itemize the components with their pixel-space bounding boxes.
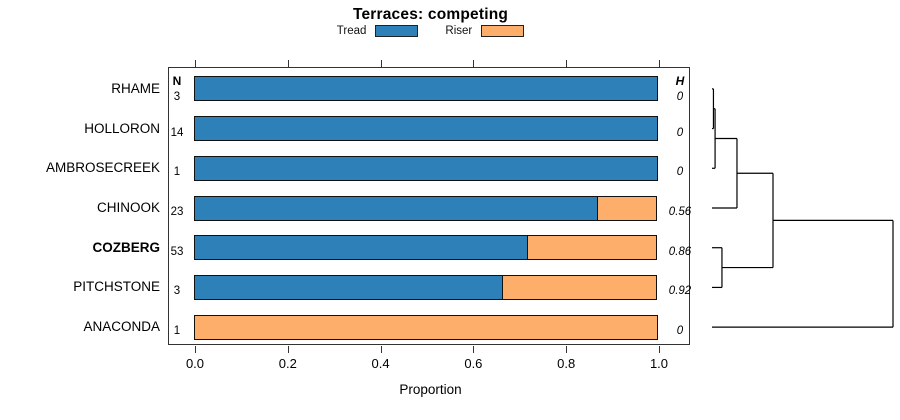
bar-row: [194, 116, 658, 142]
h-value: 0: [676, 90, 684, 103]
y-axis-label: PITCHSTONE: [73, 279, 160, 295]
legend-label-tread: Tread: [336, 25, 367, 37]
chart-title: Terraces: competing: [352, 6, 509, 23]
bar-segment-riser: [194, 314, 658, 340]
h-value: 0: [676, 325, 684, 338]
bar-segment-tread: [194, 274, 504, 300]
legend-item-tread: Tread: [337, 25, 419, 37]
bar-segment-tread: [194, 76, 658, 102]
bar-segment-tread: [194, 195, 598, 221]
n-value: 14: [170, 126, 184, 139]
n-column-header: N: [172, 73, 182, 88]
x-tick-top: [380, 60, 382, 67]
bar-row: [194, 274, 658, 300]
legend-label-riser: Riser: [445, 25, 473, 37]
x-tick-label: 1.0: [649, 356, 669, 371]
n-value: 3: [173, 285, 181, 298]
x-tick-bottom: [659, 346, 660, 353]
h-value: 0.56: [668, 206, 692, 218]
x-tick-label: 0.8: [557, 356, 576, 371]
legend-swatch-tread: [375, 25, 419, 37]
x-tick-label: 0.0: [185, 356, 205, 371]
bar-segment-tread: [194, 235, 529, 261]
x-tick-bottom: [473, 346, 475, 353]
h-column-header: H: [675, 73, 685, 88]
y-axis-label: HOLLORON: [84, 120, 160, 136]
bar-segment-tread: [194, 116, 658, 142]
y-axis-label: AMBROSECREEK: [45, 160, 160, 176]
x-tick-top: [566, 60, 568, 67]
x-tick-label: 0.4: [371, 356, 390, 371]
n-value: 3: [173, 90, 181, 103]
bar-segment-tread: [194, 155, 658, 181]
h-value: 0.86: [668, 245, 692, 258]
bar-row: [194, 235, 658, 261]
h-value: 0: [676, 166, 684, 179]
x-tick-label: 0.2: [278, 356, 297, 371]
n-value: 1: [173, 166, 181, 179]
h-value: 0.92: [668, 285, 692, 298]
legend-item-riser: Riser: [445, 25, 525, 37]
bar-segment-riser: [527, 235, 657, 261]
bar-segment-riser: [596, 195, 657, 221]
x-tick-bottom: [195, 346, 196, 353]
bar-segment-riser: [502, 274, 657, 300]
x-tick-bottom: [287, 346, 289, 353]
y-axis-label: COZBERG: [92, 239, 161, 255]
n-value: 53: [170, 245, 184, 258]
x-tick-bottom: [380, 346, 382, 353]
x-tick-label: 0.6: [464, 356, 483, 371]
x-tick-top: [287, 60, 289, 67]
x-tick-bottom: [566, 346, 568, 353]
bar-row: [194, 314, 658, 340]
bar-row: [194, 76, 658, 102]
n-value: 1: [173, 325, 181, 338]
plot-area-frame: [168, 67, 690, 345]
y-axis-label: CHINOOK: [96, 200, 160, 215]
x-axis-title: Proportion: [399, 382, 462, 397]
n-value: 23: [170, 206, 184, 218]
legend-swatch-riser: [481, 25, 525, 37]
y-axis-label: ANACONDA: [83, 319, 160, 335]
y-axis-label: RHAME: [111, 80, 160, 96]
x-tick-top: [659, 60, 660, 67]
bar-row: [194, 155, 658, 181]
x-tick-top: [195, 60, 196, 67]
x-tick-top: [473, 60, 475, 67]
h-value: 0: [676, 126, 684, 139]
bar-row: [194, 195, 658, 221]
legend: Tread Riser: [168, 25, 693, 37]
